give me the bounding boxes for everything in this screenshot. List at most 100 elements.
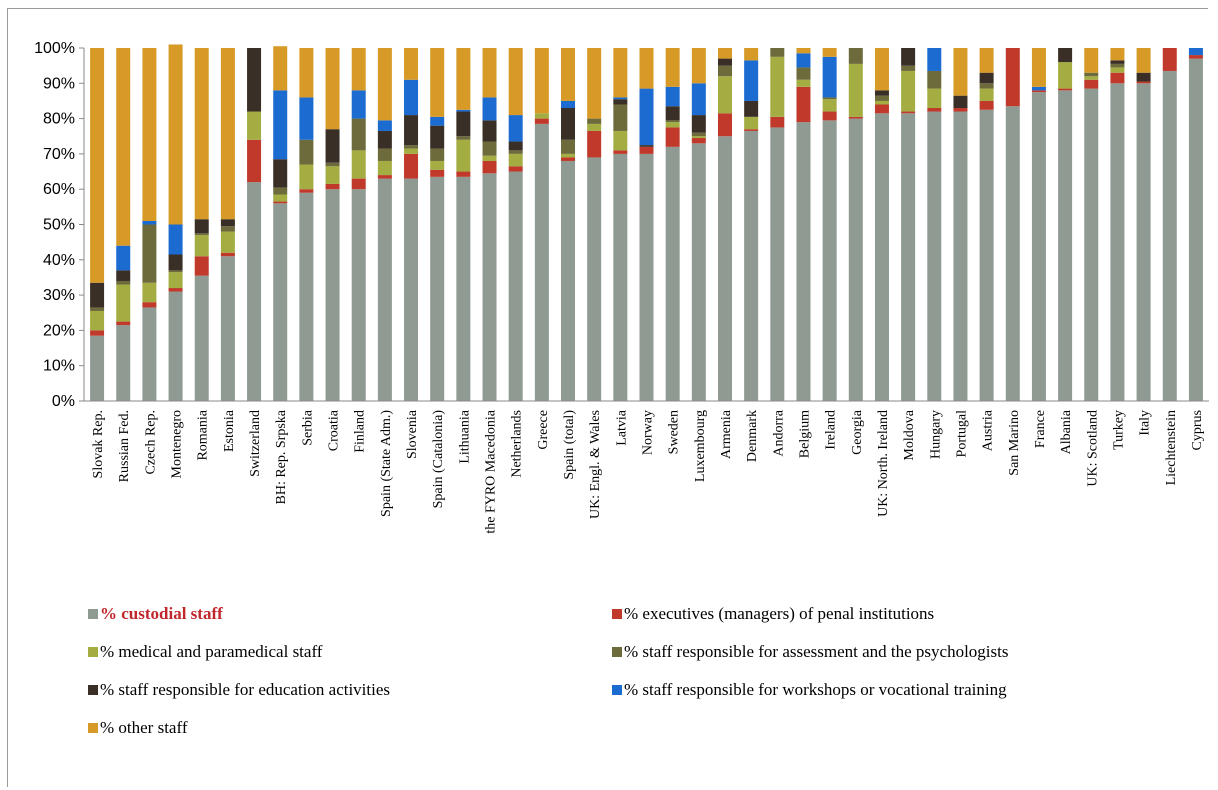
bar-segment [796,79,811,87]
bar-segment [116,245,131,271]
bar-segment [116,321,131,326]
x-tick-label: Belgium [797,410,812,458]
bar-segment [1031,90,1046,93]
bar-segment [1058,88,1073,91]
bar-segment [1188,48,1203,56]
bar-segment [1110,63,1125,68]
bar-segment [404,153,419,179]
bar-segment [953,48,968,96]
bar-segment [613,130,628,151]
bar-segment [508,153,523,167]
x-tick-label: Switzerland [248,410,263,477]
bar-segment [1110,60,1125,64]
y-tick-label: 20% [43,322,75,339]
bar-segment [1136,83,1151,402]
bar-segment [979,48,994,73]
bar-segment [691,48,706,84]
bar-segment [377,120,392,131]
x-tick-label: Latvia [614,409,629,446]
bar-segment [1084,48,1099,73]
bar-segment [273,159,288,188]
bar-segment [901,48,916,66]
x-tick-label: Finland [353,410,368,453]
bar-segment [796,53,811,68]
x-tick-label: Montenegro [170,410,185,478]
y-tick-label: 70% [43,146,75,163]
bar-segment [142,224,157,283]
bar-segment [1031,86,1046,91]
x-tick-label: UK: Scotland [1085,410,1100,487]
bar-segment [1162,48,1177,71]
bar-segment [430,48,445,117]
legend-swatch [612,685,622,695]
bar-segment [508,171,523,401]
bar-segment [325,166,340,184]
bar-segment [220,48,235,220]
x-tick-label: Denmark [745,410,760,462]
bar-segment [90,307,105,311]
bar-segment [953,95,968,109]
bar-segment [1110,83,1125,402]
bar-segment [1084,88,1099,401]
bar-segment [351,150,366,179]
bar-segment [665,86,680,107]
bar-segment [351,48,366,91]
bar-segment [1058,48,1073,63]
bar-segment [534,113,549,119]
x-tick-label: Turkey [1111,410,1126,450]
bar-segment [927,48,942,71]
bar-segment [822,111,837,121]
x-tick-label: Greece [536,410,551,450]
bar-segment [587,48,602,119]
bar-segment [1188,55,1203,59]
bar-segment [691,138,706,144]
bar-segment [613,104,628,131]
x-tick-label: Moldova [902,409,917,460]
bar-segment [901,65,916,71]
bar-segment [979,88,994,101]
bar-segment [90,282,105,308]
bar-segment [979,83,994,89]
bar-segment [796,86,811,123]
bar-segment [90,310,105,331]
bar-segment [1084,72,1099,77]
bar-segment [351,189,366,401]
bar-segment [613,99,628,105]
x-tick-label: Ireland [824,410,839,450]
bar-segment [1136,81,1151,84]
bar-segment [665,120,680,123]
bar-segment [456,176,471,401]
bar-segment [273,90,288,160]
x-tick-label: the FYRO Macedonia [484,409,499,533]
bar-segment [927,108,942,112]
bar-segment [848,48,863,64]
bar-segment [404,115,419,146]
bar-segment [874,100,889,105]
bar-segment [822,97,837,100]
x-tick-label: Norway [641,410,656,455]
legend-label: % custodial staff [100,604,223,623]
bar-segment [639,145,654,147]
x-tick-label: Luxembourg [693,410,708,482]
x-tick-label: France [1033,410,1048,448]
bar-segment [874,104,889,114]
x-tick-label: Albania [1059,409,1074,454]
bar-segment [665,48,680,87]
bar-segment [430,125,445,149]
bar-segment [717,48,732,59]
bar-segment [979,100,994,110]
bar-segment [639,88,654,146]
bar-segment [613,153,628,401]
bar-segment [665,146,680,401]
bar-segment [770,48,785,57]
y-tick-label: 60% [43,181,75,198]
bar-segment [953,111,968,401]
bar-segment [848,116,863,119]
bar-segment [508,166,523,172]
bar-segment [508,48,523,116]
bar-segment [1110,67,1125,73]
bar-segment [587,130,602,158]
bar-segment [220,256,235,401]
x-tick-label: Georgia [850,409,865,455]
